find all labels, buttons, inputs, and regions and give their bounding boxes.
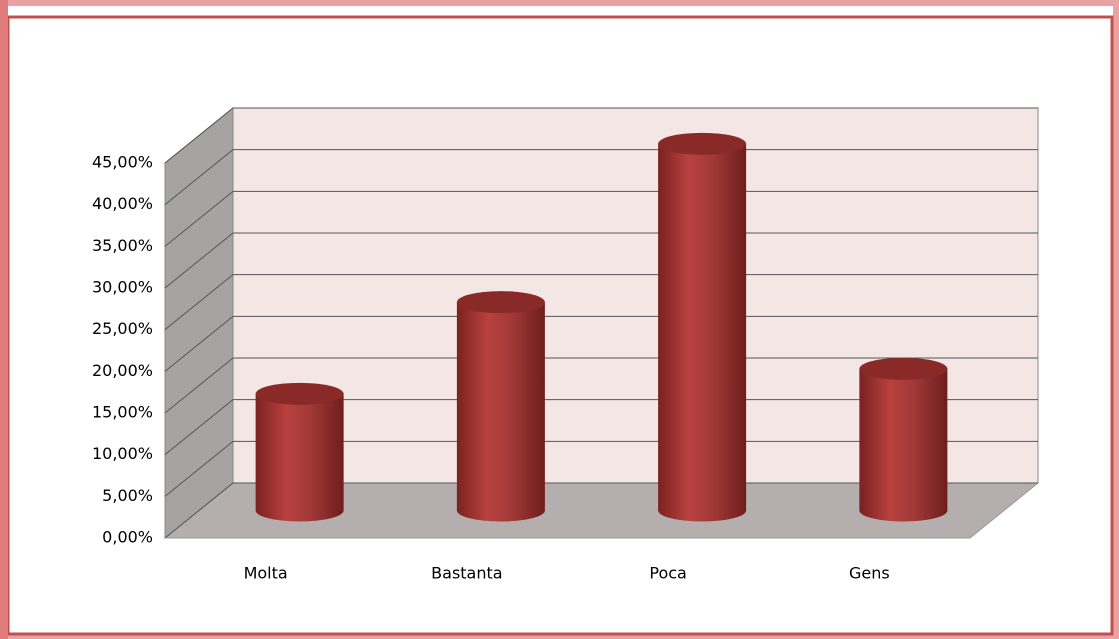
bar-body <box>255 393 344 522</box>
bar-top <box>456 291 545 314</box>
grid-line <box>164 274 1038 331</box>
y-tick-label: 5,00% <box>102 486 153 505</box>
x-tick-label: Gens <box>849 564 890 583</box>
y-tick-label: 20,00% <box>92 361 153 380</box>
x-tick-label: Poca <box>649 564 686 583</box>
bar-top <box>255 382 344 405</box>
bar <box>859 357 948 522</box>
y-tick-label: 25,00% <box>92 319 153 338</box>
grid-line <box>164 232 1038 289</box>
bar-body <box>859 368 948 522</box>
bar-body <box>456 302 545 522</box>
frame-left <box>0 0 8 639</box>
y-tick-label: 15,00% <box>92 403 153 422</box>
y-tick-label: 0,00% <box>102 528 153 547</box>
grid-line <box>164 399 1038 456</box>
x-tick-label: Molta <box>244 564 288 583</box>
grid-line <box>164 315 1038 372</box>
grid-line <box>164 190 1038 247</box>
y-tick-label: 45,00% <box>92 153 153 172</box>
bar-top <box>658 132 747 155</box>
grid-line <box>164 107 1038 164</box>
bar <box>658 132 747 522</box>
y-tick-label: 10,00% <box>92 444 153 463</box>
plot: 0,00% 5,00% 10,00% 15,00% 20,00% 25,00% 30,00%… <box>92 106 1040 583</box>
y-tick-label: 30,00% <box>92 278 153 297</box>
grid-line <box>164 440 1038 497</box>
bar <box>456 291 545 522</box>
side-wall <box>164 106 234 540</box>
bar-body <box>658 143 747 522</box>
bar-top <box>859 357 948 380</box>
x-tick-label: Bastanta <box>431 564 502 583</box>
grid-line <box>164 357 1038 414</box>
grid-line <box>164 149 1038 206</box>
grid-line <box>164 482 1038 539</box>
bar <box>255 382 344 522</box>
y-tick-label: 35,00% <box>92 236 153 255</box>
y-tick-label: 40,00% <box>92 194 153 213</box>
